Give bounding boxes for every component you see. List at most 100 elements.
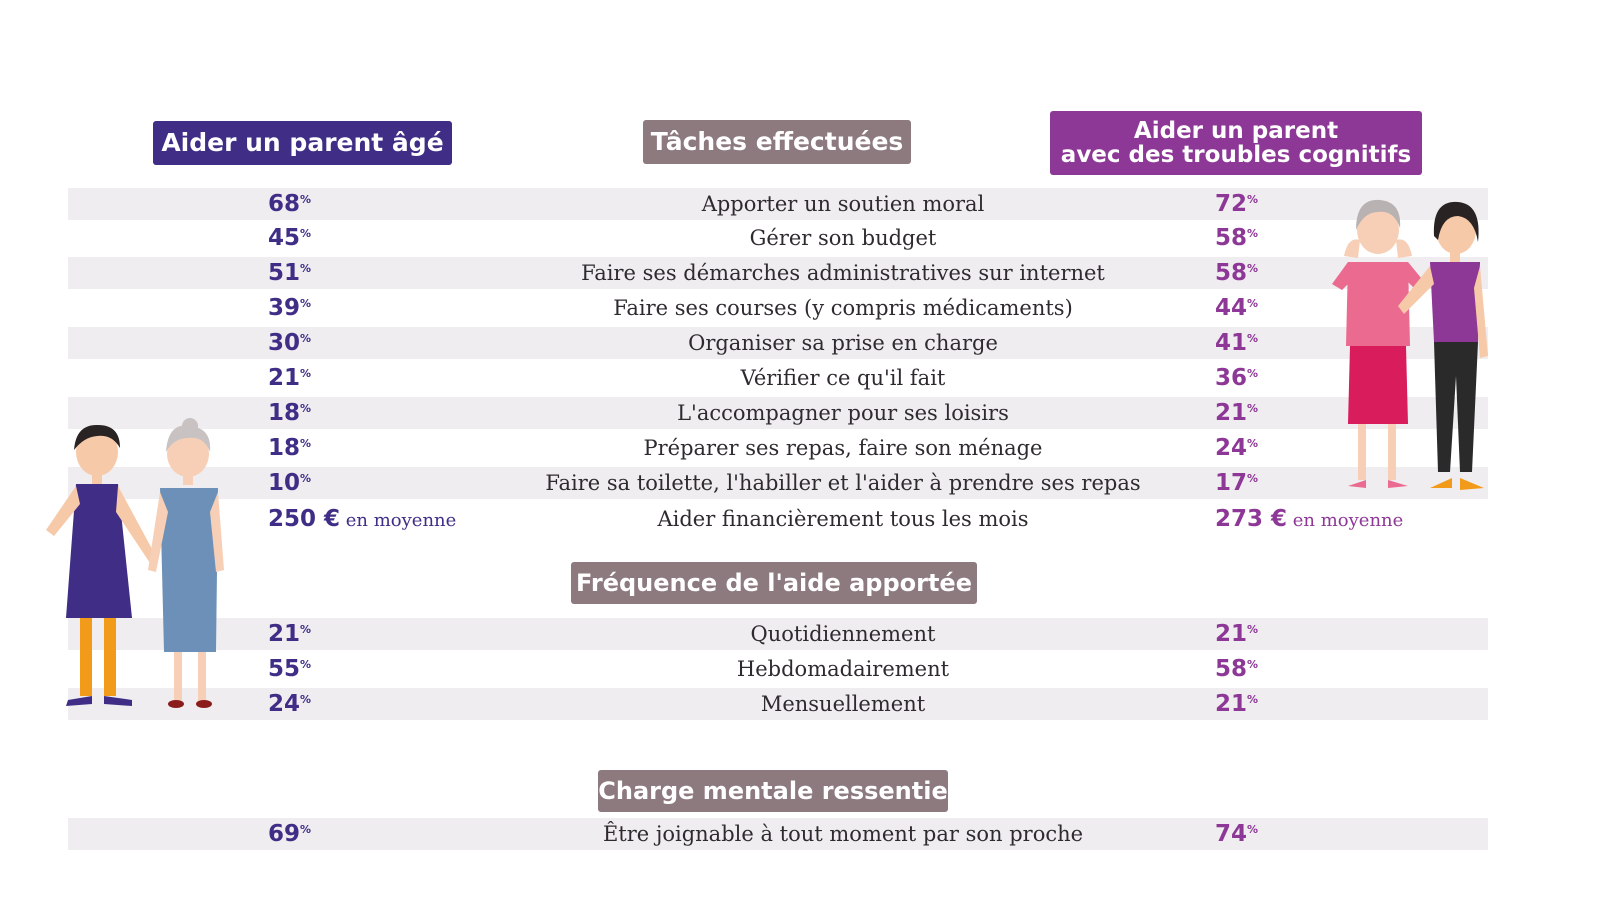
confused-elderly-figure: [1332, 199, 1426, 488]
left-value-number: 69: [268, 821, 301, 847]
table-row: 68% Apporter un soutien moral 72%: [68, 188, 1488, 220]
right-value: 58%: [1215, 257, 1435, 289]
left-value-number: 30: [268, 330, 301, 356]
right-value-number: 273 €: [1215, 506, 1288, 532]
right-value: 36%: [1215, 362, 1435, 394]
right-value-percent-sign: %: [1247, 332, 1259, 345]
right-value: 273 € en moyenne: [1215, 503, 1435, 535]
header-frequence: Fréquence de l'aide apportée: [571, 562, 977, 604]
right-value-number: 24: [1215, 435, 1248, 461]
left-value-percent-sign: %: [300, 472, 312, 485]
left-value: 69%: [268, 818, 468, 850]
table-row: 250 € en moyenne Aider financièrement tou…: [68, 503, 1488, 535]
right-value: 44%: [1215, 292, 1435, 324]
left-value: 24%: [268, 688, 468, 720]
left-value-number: 55: [268, 656, 301, 682]
left-value: 39%: [268, 292, 468, 324]
left-value-percent-sign: %: [300, 367, 312, 380]
row-label: Être joignable à tout moment par son pro…: [602, 822, 1084, 846]
left-value: 45%: [268, 222, 468, 254]
left-value-number: 18: [268, 435, 301, 461]
left-value-number: 68: [268, 191, 301, 217]
left-value: 18%: [268, 432, 468, 464]
table-row: 39% Faire ses courses (y compris médicame…: [68, 292, 1488, 324]
row-label: Hebdomadairement: [736, 657, 950, 681]
right-value-percent-sign: %: [1247, 658, 1259, 671]
header-right-line2: avec des troubles cognitifs: [1060, 142, 1412, 168]
row-label: Aider financièrement tous les mois: [657, 507, 1029, 531]
right-value-percent-sign: %: [1247, 437, 1259, 450]
left-value: 250 € en moyenne: [268, 503, 468, 535]
table-row: 51% Faire ses démarches administratives s…: [68, 257, 1488, 289]
left-value-percent-sign: %: [300, 693, 312, 706]
table-row: 24% Mensuellement 21%: [68, 688, 1488, 720]
table-row: 18% Préparer ses repas, faire son ménage 2…: [68, 432, 1488, 464]
row-label: Vérifier ce qu'il fait: [740, 366, 946, 390]
helper-woman-figure: [1398, 201, 1488, 490]
right-value-number: 44: [1215, 295, 1248, 321]
left-value-percent-sign: %: [300, 193, 312, 206]
right-value-percent-sign: %: [1247, 693, 1259, 706]
right-value-percent-sign: %: [1247, 193, 1259, 206]
right-value-number: 21: [1215, 400, 1248, 426]
left-value: 51%: [268, 257, 468, 289]
table-row: 10% Faire sa toilette, l'habiller et l'ai…: [68, 467, 1488, 499]
right-illustration: [1332, 199, 1488, 490]
row-label: Organiser sa prise en charge: [688, 331, 998, 355]
table-row: 30% Organiser sa prise en charge 41%: [68, 327, 1488, 359]
right-value: 17%: [1215, 467, 1435, 499]
left-value: 30%: [268, 327, 468, 359]
row-label: Faire ses courses (y compris médicaments…: [613, 296, 1073, 320]
left-value: 21%: [268, 362, 468, 394]
right-value: 24%: [1215, 432, 1435, 464]
header-aider-parent-age: Aider un parent âgé: [153, 121, 452, 165]
left-value-number: 21: [268, 365, 301, 391]
right-value-percent-sign: %: [1247, 472, 1259, 485]
row-label: Apporter un soutien moral: [701, 192, 985, 216]
right-value: 21%: [1215, 618, 1435, 650]
right-value: 41%: [1215, 327, 1435, 359]
left-illustration: [46, 418, 224, 708]
row-label: Gérer son budget: [749, 226, 937, 250]
right-value: 74%: [1215, 818, 1435, 850]
left-value-percent-sign: %: [300, 658, 312, 671]
right-value: 21%: [1215, 397, 1435, 429]
right-value-percent-sign: %: [1247, 402, 1259, 415]
header-aider-parent-troubles: Aider un parent avec des troubles cognit…: [1050, 111, 1422, 175]
right-value-number: 58: [1215, 656, 1248, 682]
right-value-percent-sign: %: [1247, 367, 1259, 380]
row-label: Faire sa toilette, l'habiller et l'aider…: [545, 471, 1141, 495]
right-value-number: 41: [1215, 330, 1248, 356]
left-value-percent-sign: %: [300, 297, 312, 310]
right-value: 58%: [1215, 653, 1435, 685]
left-value-percent-sign: %: [300, 332, 312, 345]
right-value-percent-sign: %: [1247, 262, 1259, 275]
young-woman-figure: [46, 424, 158, 706]
right-value-number: 36: [1215, 365, 1248, 391]
header-taches-effectuees: Tâches effectuées: [643, 120, 911, 164]
left-value-number: 21: [268, 621, 301, 647]
right-value-percent-sign: %: [1247, 227, 1259, 240]
left-value: 55%: [268, 653, 468, 685]
left-value: 21%: [268, 618, 468, 650]
table-row: 21% Vérifier ce qu'il fait 36%: [68, 362, 1488, 394]
right-value-number: 58: [1215, 260, 1248, 286]
right-value-suffix: en moyenne: [1287, 510, 1404, 531]
row-label: Préparer ses repas, faire son ménage: [643, 436, 1043, 460]
header-right-line1: Aider un parent: [1133, 117, 1339, 144]
right-value: 21%: [1215, 688, 1435, 720]
left-value-percent-sign: %: [300, 227, 312, 240]
right-value: 72%: [1215, 188, 1435, 220]
table-row: 69% Être joignable à tout moment par son …: [68, 818, 1488, 850]
elderly-woman-figure: [148, 418, 224, 708]
right-value-percent-sign: %: [1247, 823, 1259, 836]
left-value-percent-sign: %: [300, 262, 312, 275]
right-value: 58%: [1215, 222, 1435, 254]
left-value-suffix: en moyenne: [340, 510, 457, 531]
right-value-number: 74: [1215, 821, 1248, 847]
left-value-number: 45: [268, 225, 301, 251]
row-label: L'accompagner pour ses loisirs: [677, 401, 1009, 425]
row-label: Mensuellement: [760, 692, 926, 716]
left-value-percent-sign: %: [300, 437, 312, 450]
right-value-number: 72: [1215, 191, 1248, 217]
